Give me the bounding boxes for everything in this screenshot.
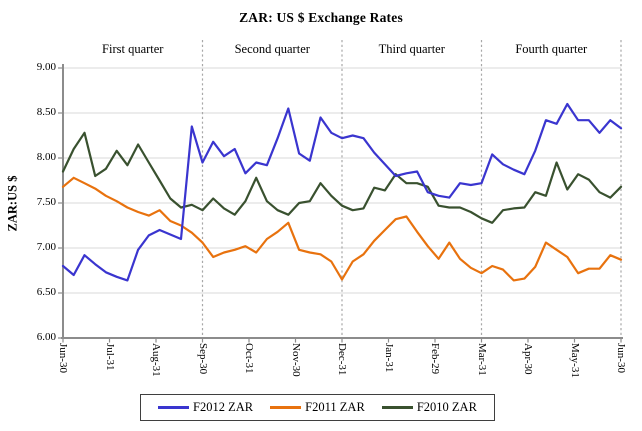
- legend-label: F2010 ZAR: [416, 400, 477, 414]
- legend-item: F2010 ZAR: [381, 400, 477, 415]
- y-tick-label: 7.50: [36, 196, 56, 208]
- x-tick-label: Feb-29: [429, 343, 441, 375]
- x-tick-label: Jun-30: [615, 343, 627, 373]
- x-tick-label: Dec-31: [336, 343, 348, 376]
- chart-title: ZAR: US $ Exchange Rates: [239, 10, 403, 25]
- quarter-label: Third quarter: [378, 42, 445, 56]
- x-tick-label: Apr-30: [522, 343, 534, 375]
- series-line-f2010-zar: [61, 131, 623, 224]
- series-line-f2012-zar: [61, 102, 623, 282]
- y-axis-title: ZAR:US $: [5, 175, 20, 232]
- legend: F2012 ZAR F2011 ZAR F2010 ZAR: [140, 394, 495, 421]
- y-tick-label: 9.00: [36, 61, 56, 73]
- quarter-label: Second quarter: [234, 42, 310, 56]
- legend-line-swatch: [381, 406, 413, 409]
- x-tick-label: Sep-30: [196, 343, 209, 375]
- y-tick-label: 8.00: [36, 151, 56, 163]
- quarter-label: First quarter: [102, 42, 164, 56]
- x-tick-label: Jun-30: [57, 343, 69, 373]
- x-tick-label: Nov-30: [289, 343, 302, 377]
- legend-label: F2011 ZAR: [305, 400, 365, 414]
- y-tick-label: 6.00: [36, 331, 56, 343]
- legend-line-swatch: [158, 406, 190, 409]
- x-tick-label: Jan-31: [382, 343, 395, 373]
- series-line-f2011-zar: [61, 176, 623, 282]
- x-tick-label: Oct-31: [243, 343, 255, 374]
- x-tick-label: Aug-31: [150, 343, 162, 377]
- x-tick-label: Jul-31: [103, 343, 116, 371]
- y-tick-label: 6.50: [36, 286, 56, 298]
- legend-item: F2011 ZAR: [270, 400, 365, 415]
- x-tick-label: Mar-31: [475, 343, 488, 376]
- x-tick-label: May-31: [568, 343, 581, 378]
- legend-line-swatch: [270, 406, 302, 409]
- legend-label: F2012 ZAR: [193, 400, 254, 414]
- y-tick-label: 7.00: [36, 241, 56, 253]
- quarter-label: Fourth quarter: [515, 42, 588, 56]
- legend-item: F2012 ZAR: [158, 400, 253, 415]
- y-tick-label: 8.50: [36, 106, 56, 118]
